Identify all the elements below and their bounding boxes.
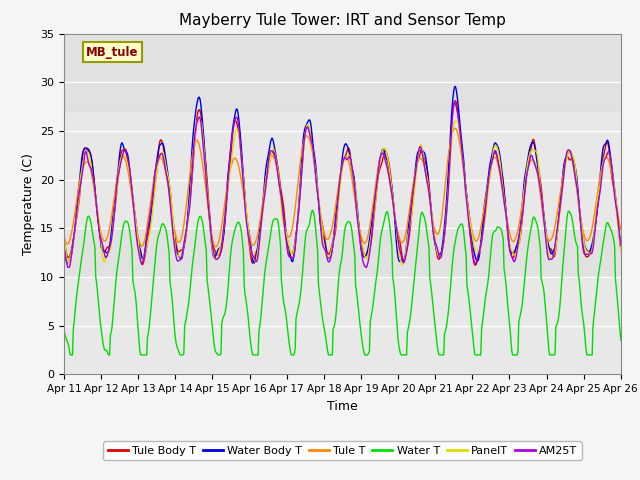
Water Body T <box>568 150 575 156</box>
Water T <box>60 326 68 332</box>
Water T <box>445 309 452 314</box>
Water Body T <box>207 234 215 240</box>
AM25T <box>444 198 451 204</box>
Tule Body T <box>443 204 451 209</box>
Tule T <box>206 222 214 228</box>
Tule Body T <box>388 184 396 190</box>
Tule Body T <box>206 216 214 222</box>
AM25T <box>568 152 575 158</box>
PanelT <box>182 230 190 236</box>
Tule T <box>617 227 625 232</box>
Line: Tule Body T: Tule Body T <box>64 101 621 265</box>
Water Body T <box>617 246 625 252</box>
Tule T <box>568 153 575 159</box>
Tule T <box>389 199 397 205</box>
Tule Body T <box>617 246 625 252</box>
Water Body T <box>183 223 191 228</box>
PanelT <box>617 247 625 253</box>
Tule T <box>335 182 342 188</box>
AM25T <box>207 230 215 236</box>
Line: Water Body T: Water Body T <box>64 86 621 263</box>
X-axis label: Time: Time <box>327 400 358 413</box>
Bar <box>64 228 621 277</box>
Line: AM25T: AM25T <box>64 103 621 267</box>
Tule Body T <box>60 233 68 239</box>
Water Body T <box>335 190 342 196</box>
Water Body T <box>60 237 68 242</box>
Line: Tule T: Tule T <box>64 128 621 247</box>
Water T <box>617 337 625 343</box>
Line: PanelT: PanelT <box>64 121 621 264</box>
Y-axis label: Temperature (C): Temperature (C) <box>22 153 35 255</box>
PanelT <box>60 232 68 238</box>
AM25T <box>451 100 458 106</box>
PanelT <box>193 119 201 124</box>
Water Body T <box>63 260 71 266</box>
PanelT <box>389 192 397 198</box>
Tule Body T <box>334 206 342 212</box>
Tule Body T <box>568 156 575 161</box>
AM25T <box>64 264 72 270</box>
Water T <box>335 269 343 275</box>
Water Body T <box>451 84 459 89</box>
Tule Body T <box>472 263 479 268</box>
AM25T <box>60 244 68 250</box>
Tule T <box>60 234 68 240</box>
Tule Body T <box>182 231 190 237</box>
AM25T <box>183 223 191 228</box>
Tule T <box>451 125 459 131</box>
Water T <box>568 213 575 218</box>
Water T <box>390 279 397 285</box>
PanelT <box>207 233 215 239</box>
Legend: Tule Body T, Water Body T, Tule T, Water T, PanelT, AM25T: Tule Body T, Water Body T, Tule T, Water… <box>103 441 582 460</box>
AM25T <box>335 190 342 195</box>
AM25T <box>389 197 397 203</box>
Line: Water T: Water T <box>64 210 621 355</box>
Tule T <box>212 244 220 250</box>
Water T <box>308 207 316 213</box>
PanelT <box>399 262 406 267</box>
Tule Body T <box>451 98 459 104</box>
Bar <box>64 34 621 111</box>
PanelT <box>335 199 342 204</box>
Water Body T <box>389 191 397 196</box>
Water T <box>67 352 75 358</box>
Water T <box>207 310 215 316</box>
PanelT <box>568 149 575 155</box>
Water T <box>183 311 191 317</box>
Tule T <box>444 159 451 165</box>
AM25T <box>617 242 625 248</box>
Water Body T <box>444 182 451 188</box>
Tule T <box>182 204 190 209</box>
Text: MB_tule: MB_tule <box>86 46 139 59</box>
PanelT <box>445 187 452 192</box>
Title: Mayberry Tule Tower: IRT and Sensor Temp: Mayberry Tule Tower: IRT and Sensor Temp <box>179 13 506 28</box>
